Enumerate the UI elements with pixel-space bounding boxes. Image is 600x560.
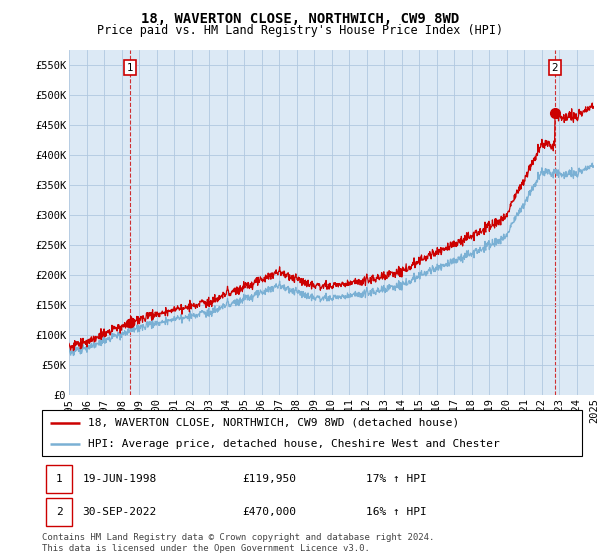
Text: HPI: Average price, detached house, Cheshire West and Chester: HPI: Average price, detached house, Ches… <box>88 439 500 449</box>
Text: £119,950: £119,950 <box>242 474 296 484</box>
Text: 2: 2 <box>56 507 62 517</box>
Bar <box>46 498 72 526</box>
Text: £470,000: £470,000 <box>242 507 296 517</box>
Text: 1: 1 <box>56 474 62 484</box>
Text: 18, WAVERTON CLOSE, NORTHWICH, CW9 8WD: 18, WAVERTON CLOSE, NORTHWICH, CW9 8WD <box>141 12 459 26</box>
Text: 18, WAVERTON CLOSE, NORTHWICH, CW9 8WD (detached house): 18, WAVERTON CLOSE, NORTHWICH, CW9 8WD (… <box>88 418 459 428</box>
Text: 17% ↑ HPI: 17% ↑ HPI <box>366 474 427 484</box>
Text: 30-SEP-2022: 30-SEP-2022 <box>83 507 157 517</box>
Bar <box>46 465 72 493</box>
Text: 19-JUN-1998: 19-JUN-1998 <box>83 474 157 484</box>
Text: 2: 2 <box>551 63 558 73</box>
Text: Contains HM Land Registry data © Crown copyright and database right 2024.
This d: Contains HM Land Registry data © Crown c… <box>42 533 434 553</box>
Text: 1: 1 <box>127 63 133 73</box>
Text: 16% ↑ HPI: 16% ↑ HPI <box>366 507 427 517</box>
Text: Price paid vs. HM Land Registry's House Price Index (HPI): Price paid vs. HM Land Registry's House … <box>97 24 503 37</box>
